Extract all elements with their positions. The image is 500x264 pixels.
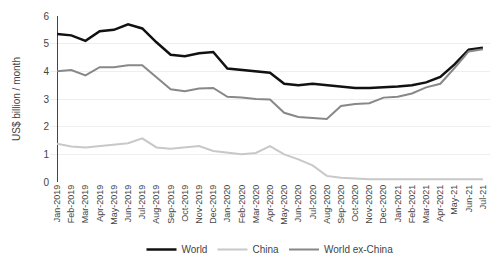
- svg-text:Mar-2021: Mar-2021: [421, 185, 431, 224]
- svg-text:World ex-China: World ex-China: [324, 244, 393, 255]
- svg-text:China: China: [252, 244, 279, 255]
- svg-text:Aug-2019: Aug-2019: [151, 185, 161, 224]
- svg-text:Dec-2020: Dec-2020: [378, 185, 388, 224]
- svg-text:Jul-2020: Jul-2020: [308, 185, 318, 220]
- svg-text:Feb-2021: Feb-2021: [407, 185, 417, 224]
- svg-text:4: 4: [43, 66, 49, 77]
- svg-text:Oct-2019: Oct-2019: [180, 185, 190, 222]
- svg-text:Feb-2020: Feb-2020: [237, 185, 247, 224]
- svg-text:Apr-2019: Apr-2019: [95, 185, 105, 222]
- svg-text:Nov-2020: Nov-2020: [364, 185, 374, 224]
- svg-text:Sep-2019: Sep-2019: [166, 185, 176, 224]
- svg-text:Mar-2019: Mar-2019: [80, 185, 90, 224]
- svg-text:5: 5: [43, 38, 49, 49]
- svg-text:US$ billion / month: US$ billion / month: [11, 57, 22, 141]
- svg-text:Aug-2020: Aug-2020: [322, 185, 332, 224]
- svg-text:Jan-2019: Jan-2019: [52, 185, 62, 223]
- svg-text:3: 3: [43, 94, 49, 105]
- svg-text:Mar-2020: Mar-2020: [251, 185, 261, 224]
- svg-text:Oct-2020: Oct-2020: [350, 185, 360, 222]
- svg-text:World: World: [182, 244, 208, 255]
- svg-text:Jun-2019: Jun-2019: [123, 185, 133, 223]
- svg-text:6: 6: [43, 11, 49, 22]
- svg-text:Sep-2020: Sep-2020: [336, 185, 346, 224]
- svg-text:Jul-2019: Jul-2019: [137, 185, 147, 220]
- svg-text:0: 0: [43, 177, 49, 188]
- svg-text:May-2020: May-2020: [279, 185, 289, 225]
- svg-text:1: 1: [43, 149, 49, 160]
- svg-text:2: 2: [43, 121, 49, 132]
- svg-text:Nov-2019: Nov-2019: [194, 185, 204, 224]
- svg-text:Apr-2021: Apr-2021: [435, 185, 445, 222]
- svg-text:Feb-2019: Feb-2019: [66, 185, 76, 224]
- svg-text:Jun-2020: Jun-2020: [293, 185, 303, 223]
- svg-text:May-21: May-21: [449, 185, 459, 215]
- svg-text:May-2019: May-2019: [109, 185, 119, 225]
- svg-text:Dec-2019: Dec-2019: [208, 185, 218, 224]
- svg-text:Apr-2020: Apr-2020: [265, 185, 275, 222]
- svg-text:Jan-2021: Jan-2021: [393, 185, 403, 223]
- svg-text:Jun-21: Jun-21: [464, 185, 474, 213]
- svg-text:Jan-2020: Jan-2020: [222, 185, 232, 223]
- svg-text:Jul-21: Jul-21: [478, 185, 488, 210]
